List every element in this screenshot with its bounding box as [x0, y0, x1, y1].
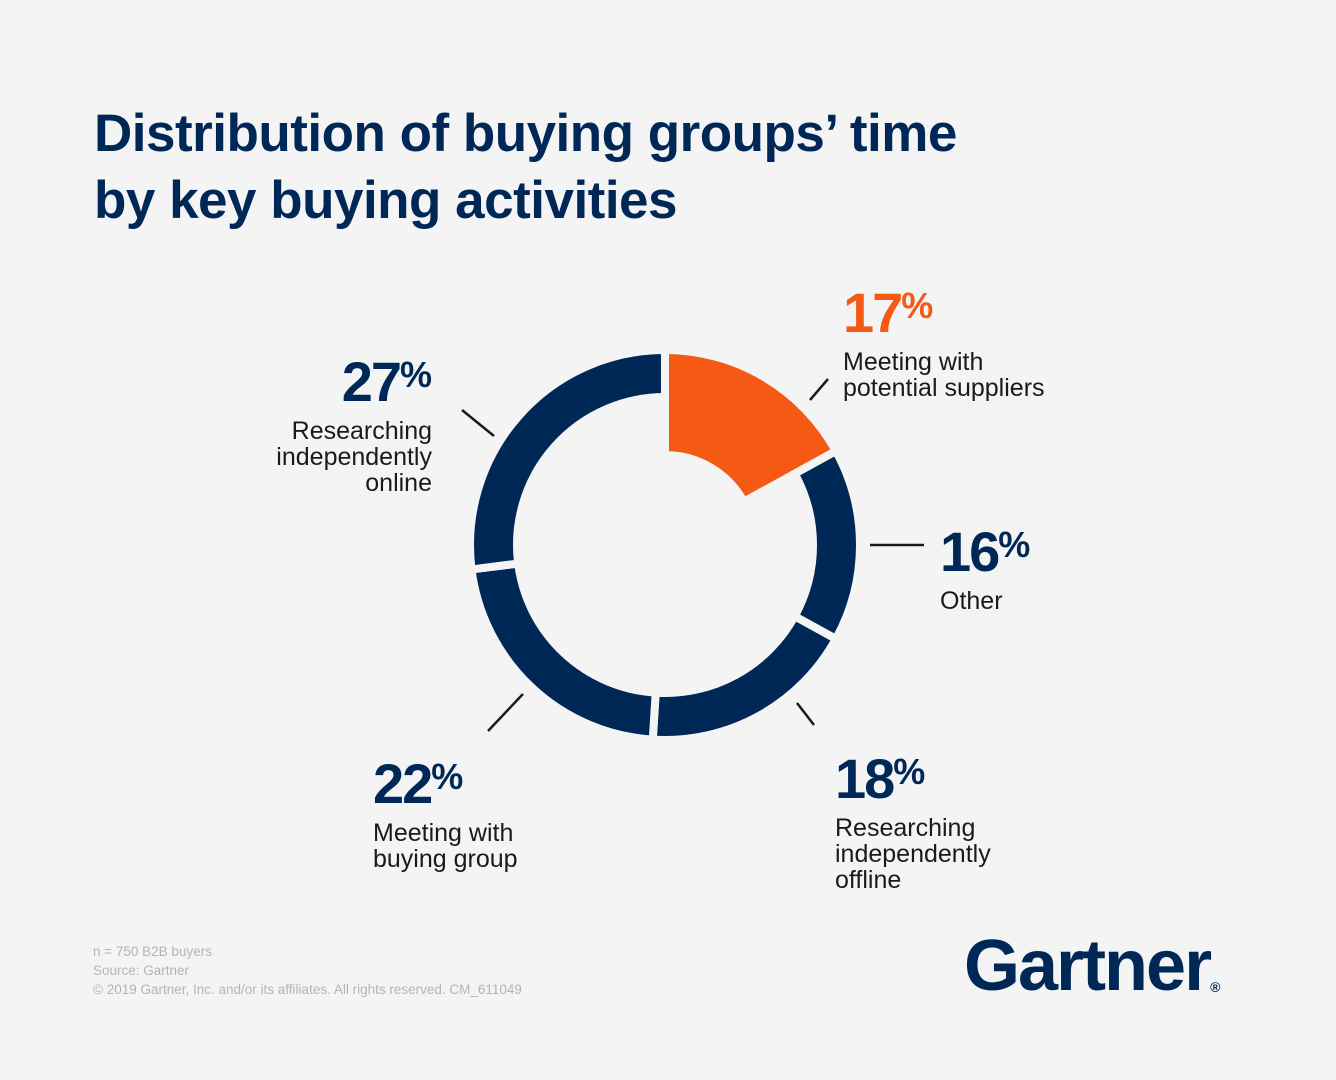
desc-meeting-buying-group: Meeting with buying group	[373, 819, 518, 873]
footnote-sample: n = 750 B2B buyers	[93, 944, 212, 959]
leader-line-researching-offline	[796, 702, 815, 726]
leader-line-researching-online	[461, 409, 495, 437]
pct-meeting-suppliers: 17%	[843, 281, 934, 344]
chart-title: Distribution of buying groups’ time by k…	[94, 100, 1194, 234]
donut-slice-researching-independently-offline	[648, 610, 842, 744]
footnote-copyright: © 2019 Gartner, Inc. and/or its affiliat…	[93, 982, 522, 997]
chart-title-line-2: by key buying activities	[94, 171, 678, 230]
donut-slice-meeting-with-potential-suppliers	[661, 345, 842, 508]
pct-researching-offline: 18%	[835, 747, 926, 810]
pct-other: 16%	[940, 520, 1031, 583]
label-researching-offline: 18% Researching independently offline	[835, 744, 991, 894]
label-other: 16% Other	[940, 517, 1031, 615]
label-meeting-suppliers: 17% Meeting with potential suppliers	[843, 278, 1045, 402]
desc-meeting-suppliers: Meeting with potential suppliers	[843, 348, 1045, 402]
label-researching-online: 27% Researching independently online	[276, 347, 432, 497]
desc-researching-online: Researching independently online	[276, 417, 432, 497]
pct-meeting-buying-group: 22%	[373, 752, 464, 815]
footnote: n = 750 B2B buyers Source: Gartner © 201…	[93, 942, 522, 999]
donut-slice-other	[789, 445, 864, 645]
chart-title-line-1: Distribution of buying groups’ time	[94, 104, 957, 163]
leader-line-meeting-buying-group	[487, 693, 524, 732]
desc-other: Other	[940, 587, 1003, 615]
donut-slice-researching-independently-online	[466, 345, 669, 574]
footnote-source: Source: Gartner	[93, 963, 190, 978]
pct-researching-online: 27%	[341, 350, 432, 413]
gartner-logo: Gartner®	[964, 926, 1221, 1006]
donut-slice-meeting-with-buying-group	[467, 559, 660, 744]
leader-line-meeting-suppliers	[809, 378, 829, 401]
desc-researching-offline: Researching independently offline	[835, 814, 991, 894]
label-meeting-buying-group: 22% Meeting with buying group	[373, 749, 518, 873]
